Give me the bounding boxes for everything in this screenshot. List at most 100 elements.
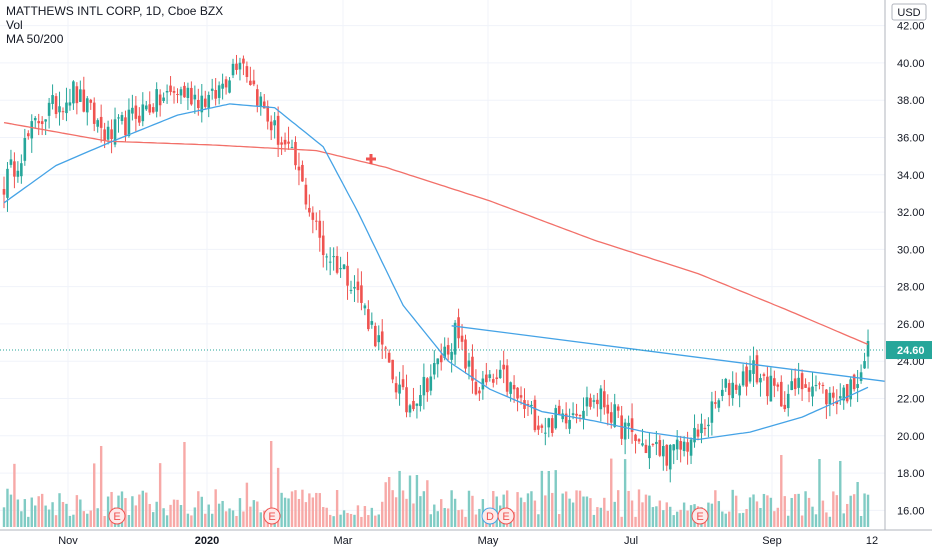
trendline[interactable] [451, 325, 903, 385]
candle-body [537, 425, 540, 430]
candle-body [346, 265, 349, 286]
candle-body [575, 413, 578, 416]
volume-bar [51, 502, 54, 527]
volume-bar [394, 497, 398, 527]
volume-bar [724, 513, 727, 527]
candle-body [169, 85, 172, 92]
candle-body [165, 91, 169, 93]
candle-body [568, 419, 571, 429]
candle-body [308, 207, 311, 213]
volume-bar [367, 515, 370, 527]
volume-bar [370, 507, 374, 527]
candle-body [242, 58, 245, 64]
volume-bar [623, 459, 627, 527]
candle-body [859, 372, 863, 381]
candle-body [797, 377, 800, 388]
candle-body [138, 115, 141, 123]
earnings-marker[interactable]: E [691, 507, 709, 525]
candle-body [436, 358, 440, 365]
candle-body [325, 256, 329, 258]
volume-bar [339, 514, 342, 527]
volume-bar [828, 516, 832, 527]
candle-body [776, 384, 780, 387]
volume-bar [856, 482, 859, 527]
candle-body [637, 439, 641, 442]
candle-body [183, 85, 186, 98]
volume-bar [190, 515, 193, 527]
candle-body [762, 374, 766, 376]
candle-body [814, 385, 818, 387]
volume-bar [689, 505, 693, 527]
volume-bar [512, 511, 516, 527]
volume-bar [426, 480, 429, 527]
volume-bar [405, 498, 408, 527]
candle-body [516, 387, 519, 399]
volume-bar [346, 512, 349, 527]
volume-bar [453, 498, 457, 527]
candle-body [287, 141, 290, 144]
volume-bar [325, 507, 328, 527]
volume-bar [68, 515, 72, 527]
candle-body [800, 373, 804, 390]
volume-bar [332, 516, 335, 527]
volume-bar [20, 511, 23, 527]
volume-bar [415, 475, 419, 527]
earnings-marker[interactable]: D [481, 507, 499, 525]
candle-body [72, 81, 75, 104]
volume-bar [197, 491, 200, 527]
volume-bar [561, 493, 564, 527]
time-tick-label: 12 [866, 535, 878, 547]
earnings-marker[interactable]: E [108, 507, 126, 525]
candle-body [474, 381, 478, 395]
volume-bar [86, 513, 89, 527]
candle-body [519, 395, 523, 398]
volume-bar [162, 508, 165, 527]
candle-body [249, 80, 252, 85]
candle-body [203, 98, 207, 107]
candle-body [256, 89, 259, 106]
earnings-marker[interactable]: E [263, 507, 281, 525]
price-tick-label: 30.00 [897, 244, 925, 256]
candle-body [408, 405, 412, 413]
candle-body [498, 369, 502, 379]
earnings-marker[interactable]: E [497, 507, 515, 525]
earnings-marker-circle [263, 507, 281, 525]
volume-bar [516, 492, 519, 527]
volume-bar [734, 495, 738, 527]
currency-box[interactable] [891, 3, 927, 21]
candle-body [113, 119, 117, 145]
grid-lines [0, 0, 885, 527]
candle-body [505, 365, 509, 392]
volume-bar [606, 510, 609, 527]
candle-body [845, 384, 849, 402]
volume-bar [839, 460, 842, 527]
candle-body [727, 383, 731, 396]
candle-body [603, 391, 606, 408]
candle-body [179, 89, 183, 96]
candle-body [120, 115, 124, 122]
earnings-marker-label: D [486, 511, 494, 523]
volume-bar [603, 497, 606, 527]
price-tick-label: 38.00 [897, 95, 925, 107]
price-tick-label: 32.00 [897, 207, 925, 219]
volume-bar [582, 496, 585, 527]
volume-bar [363, 506, 367, 527]
price-tick-label: 28.00 [897, 282, 925, 294]
volume-bar [256, 501, 259, 527]
volume-bar [89, 510, 92, 527]
volume-bar [832, 491, 835, 527]
volume-bar [766, 495, 769, 527]
candle-body [68, 102, 72, 106]
candle-body [530, 404, 533, 407]
candle-body [110, 129, 113, 140]
candle-body [766, 376, 769, 397]
volume-bar [408, 475, 412, 527]
candle-body [849, 379, 852, 400]
candle-body [679, 441, 682, 450]
candle-body [339, 268, 342, 270]
candle-body [158, 94, 162, 106]
earnings-marker-label: E [502, 511, 509, 523]
volume-bar [47, 509, 51, 527]
